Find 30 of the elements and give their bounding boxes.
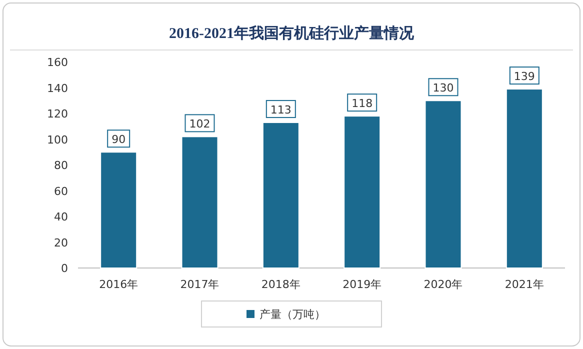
bar	[262, 122, 300, 268]
bar	[424, 100, 462, 268]
bar	[181, 136, 218, 268]
bar	[100, 152, 138, 268]
y-tick-label: 80	[54, 159, 68, 172]
y-tick-label: 140	[47, 82, 68, 95]
data-label: 113	[270, 104, 292, 117]
y-tick-label: 40	[54, 210, 68, 224]
data-label: 130	[432, 82, 454, 95]
legend-label: 产量（万吨）	[260, 308, 326, 321]
data-label: 90	[112, 133, 126, 146]
chart-title: 2016-2021年我国有机硅行业产量情况	[169, 25, 415, 42]
legend: 产量（万吨）	[201, 300, 382, 328]
data-label: 102	[189, 118, 210, 131]
y-tick-label: 120	[47, 108, 68, 120]
x-tick-label: 2018年	[261, 278, 300, 291]
y-tick-label: 160	[47, 56, 68, 69]
y-tick-label: 100	[47, 133, 68, 146]
x-tick-label: 2021年	[504, 278, 544, 291]
x-tick-label: 2019年	[342, 278, 382, 291]
x-tick-label: 2016年	[99, 278, 138, 291]
x-tick-label: 2017年	[180, 278, 220, 291]
y-tick-label: 20	[54, 236, 68, 250]
x-tick-label: 2020年	[424, 278, 463, 291]
y-tick-label: 60	[54, 184, 68, 198]
y-tick-label: 0	[61, 262, 68, 275]
data-label: 139	[514, 70, 535, 84]
bar	[506, 88, 543, 268]
data-label: 118	[352, 97, 373, 110]
bar	[344, 116, 381, 268]
